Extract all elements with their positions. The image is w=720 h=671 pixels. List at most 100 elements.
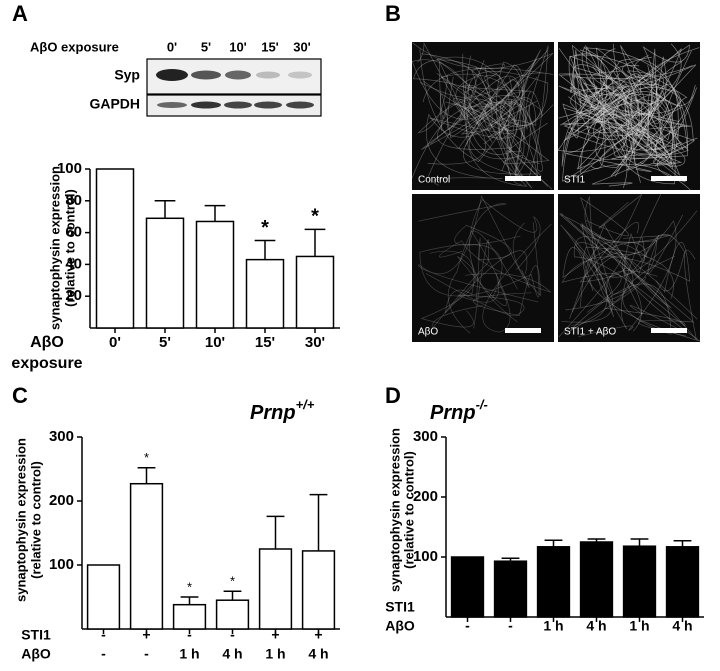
neurite (412, 42, 554, 139)
x-row-label: STI1 (385, 599, 415, 615)
neurite (595, 70, 685, 160)
neurite (418, 203, 507, 334)
micrograph: STI1 + AβO (558, 194, 701, 342)
neurite (411, 58, 540, 175)
y-axis-label: synaptophysin expression (387, 428, 402, 592)
scale-bar (651, 328, 687, 333)
neurite (445, 101, 553, 190)
image-label: STI1 + AβO (564, 327, 616, 338)
y-tick-label: 300 (49, 428, 74, 445)
neurite (475, 61, 523, 183)
bar (450, 556, 485, 618)
x-axis-label: AβO (30, 334, 64, 351)
neurite (560, 194, 662, 330)
neurite (469, 199, 541, 323)
neurite (413, 59, 539, 177)
blot-lane-label: 0' (167, 39, 177, 54)
blot-row-label: Syp (114, 67, 140, 83)
x-tick-label: - (465, 618, 470, 634)
y-tick-label: 40 (65, 255, 82, 272)
neurite (425, 76, 538, 186)
x-tick-label: + (635, 599, 643, 615)
x-tick-label: 0' (109, 334, 121, 351)
x-row-label: AβO (21, 646, 51, 662)
significance: * (187, 579, 192, 594)
neurite (453, 59, 554, 187)
y-axis-label: (relative to control) (28, 461, 43, 579)
neurite (431, 239, 490, 329)
neurite (570, 53, 608, 143)
x-tick-label: + (314, 627, 322, 643)
bar (129, 482, 164, 630)
neurite (420, 63, 505, 131)
neurite (609, 43, 682, 157)
neurite (429, 250, 528, 314)
neurite (558, 50, 692, 182)
y-tick-label: 20 (65, 287, 82, 304)
neurite (569, 256, 675, 335)
significance: * (261, 217, 269, 239)
bar (215, 599, 250, 630)
x-axis-label: exposure (11, 355, 82, 372)
scale-bar (651, 176, 687, 181)
neurite (615, 84, 682, 168)
neurite (561, 242, 695, 337)
neurite (440, 53, 543, 161)
blot-lane-label: 5' (201, 39, 211, 54)
neurite (583, 47, 689, 160)
image-bg (412, 194, 554, 342)
neurite (454, 224, 521, 301)
neurite (581, 210, 698, 278)
blot (146, 58, 322, 117)
y-tick-label: 80 (65, 192, 82, 209)
neurite (582, 246, 701, 342)
neurite (499, 49, 543, 140)
image-label: AβO (418, 327, 438, 338)
bar (145, 217, 185, 329)
x-tick-label: + (506, 599, 514, 615)
neurite (562, 241, 648, 308)
image-label: STI1 (564, 175, 586, 186)
neurite (458, 83, 542, 126)
y-tick-label: 200 (413, 488, 438, 505)
neurite (430, 100, 543, 172)
x-tick-label: 15' (255, 334, 275, 351)
x-tick-label: - (508, 618, 513, 634)
bar (295, 255, 335, 329)
bar (86, 564, 121, 630)
neurite (573, 236, 698, 327)
neurite (590, 47, 654, 177)
neurite (417, 42, 466, 120)
x-tick-label: 4 h (586, 618, 606, 634)
neurite (422, 67, 554, 175)
x-tick-label: - (101, 627, 106, 643)
neurite (420, 256, 507, 328)
neurite (478, 50, 548, 178)
micrograph: Control (411, 42, 554, 190)
x-tick-label: 5' (159, 334, 171, 351)
y-axis-label: synaptophysin expression (13, 438, 28, 602)
neurite (567, 64, 689, 156)
neurite (557, 56, 667, 152)
neurite (569, 223, 672, 319)
bar (665, 546, 700, 618)
x-row-label: AβO (385, 618, 415, 634)
x-tick-label: - (187, 627, 192, 643)
y-tick-label: 300 (413, 428, 438, 445)
neurite (571, 233, 685, 313)
x-tick-label: 1 h (179, 646, 199, 662)
chart-title: Prnp+/+ (250, 397, 315, 424)
bar (195, 220, 235, 329)
neurite (580, 197, 634, 295)
x-tick-label: + (678, 599, 686, 615)
x-tick-label: 1 h (629, 618, 649, 634)
y-tick-label: 100 (49, 556, 74, 573)
x-tick-label: + (142, 627, 150, 643)
neurite (623, 249, 697, 341)
x-tick-label: - (101, 646, 106, 662)
neurite (577, 107, 685, 169)
blot-title: AβO exposure (30, 39, 119, 54)
chart-title: Prnp-/- (430, 397, 488, 424)
neurite (561, 70, 667, 167)
neurite (419, 48, 522, 185)
